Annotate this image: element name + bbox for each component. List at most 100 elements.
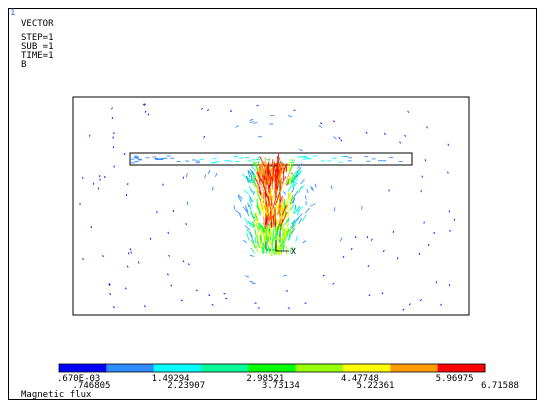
flux-vector <box>182 260 185 263</box>
flux-vector <box>270 162 275 174</box>
flux-vector <box>207 109 210 112</box>
flux-vector <box>229 110 233 112</box>
flux-vector <box>268 206 271 216</box>
flux-vector <box>365 131 368 134</box>
flux-vector <box>282 225 284 233</box>
flux-vector <box>435 281 438 284</box>
flux-vector <box>290 203 295 211</box>
flux-vector <box>281 205 287 216</box>
flux-vector <box>200 107 204 110</box>
flux-vector <box>112 306 115 309</box>
result-item-label: B <box>21 60 27 70</box>
flux-vector <box>281 176 287 184</box>
flux-vector <box>332 282 335 285</box>
flux-vector <box>250 176 253 184</box>
flux-vector <box>108 283 111 286</box>
flux-vector <box>350 247 353 250</box>
flux-vector <box>255 211 259 225</box>
flux-vector <box>284 212 289 221</box>
flux-vector <box>246 229 252 237</box>
flux-vector <box>276 234 280 242</box>
flux-vector <box>267 195 271 207</box>
flux-vector <box>371 238 373 241</box>
flux-vector <box>266 204 269 216</box>
flux-vector <box>124 152 126 156</box>
flux-vector <box>302 240 307 244</box>
flux-vector <box>419 299 422 302</box>
plot-type-label: VECTOR <box>21 19 54 29</box>
flux-vector <box>166 273 169 276</box>
flux-vector <box>294 217 300 223</box>
flux-vector <box>251 165 256 172</box>
flux-vector <box>261 246 264 254</box>
flux-vector <box>88 134 91 137</box>
flux-vector <box>269 187 271 201</box>
flux-vector <box>233 205 236 210</box>
flux-vector <box>426 126 428 129</box>
flux-vector <box>143 103 146 106</box>
flux-vector <box>290 227 296 235</box>
flux-vector <box>253 212 258 224</box>
flux-vector <box>249 206 253 213</box>
flux-vector <box>277 228 279 235</box>
flux-vector <box>147 113 150 116</box>
flux-vector <box>340 139 343 142</box>
flux-vector <box>143 305 146 308</box>
flux-vector <box>256 171 264 184</box>
flux-vector <box>292 180 295 187</box>
flux-vector <box>258 197 264 211</box>
flux-vector <box>368 294 371 297</box>
flux-vector <box>289 246 293 254</box>
colorbar-label: 4.47748 <box>341 374 379 384</box>
flux-vector <box>292 182 298 189</box>
flux-vector <box>407 110 410 113</box>
flux-vector <box>280 205 282 214</box>
flux-vector <box>260 182 265 191</box>
flux-vector <box>248 185 253 193</box>
flux-vector <box>282 163 287 174</box>
flux-vector <box>280 222 282 231</box>
flux-vector <box>244 217 248 225</box>
flux-vector <box>408 303 411 306</box>
flux-vector <box>247 202 250 207</box>
flux-vector <box>259 234 263 242</box>
flux-vector <box>291 247 296 256</box>
flux-vector <box>292 221 297 228</box>
flux-vector <box>249 280 254 283</box>
flux-vector <box>314 183 317 188</box>
colorbar-segment <box>437 364 486 372</box>
flux-vector <box>278 212 283 221</box>
flux-vector <box>268 230 270 245</box>
flux-vector <box>271 219 275 231</box>
flux-vector <box>284 163 288 173</box>
colorbar-segment <box>153 364 202 372</box>
flux-vector <box>250 240 257 248</box>
flux-vector <box>180 299 183 302</box>
flux-vector <box>381 292 384 295</box>
flux-vector <box>258 208 261 216</box>
flux-vector <box>402 308 405 311</box>
flux-vector <box>247 170 251 178</box>
flux-vector <box>284 227 287 235</box>
flux-vector <box>254 177 260 188</box>
flux-vector <box>256 185 259 197</box>
flux-vector <box>282 228 288 240</box>
flux-vector <box>265 232 269 241</box>
flux-vector <box>250 235 255 243</box>
flux-vector <box>195 289 198 292</box>
flux-vector <box>249 121 254 124</box>
flux-vector <box>320 122 323 125</box>
flux-vector <box>251 282 256 285</box>
flux-vector <box>268 233 271 244</box>
flux-vector <box>288 163 292 174</box>
colorbar-label: 1.49294 <box>151 374 190 384</box>
flux-vector <box>111 117 114 120</box>
flux-vector <box>294 204 297 209</box>
flux-vector <box>262 204 268 217</box>
flux-vector <box>291 197 296 204</box>
flux-vector <box>288 174 292 185</box>
flux-vector <box>262 189 265 198</box>
flux-vector <box>289 163 294 172</box>
colorbar-label: 5.96975 <box>435 374 474 384</box>
